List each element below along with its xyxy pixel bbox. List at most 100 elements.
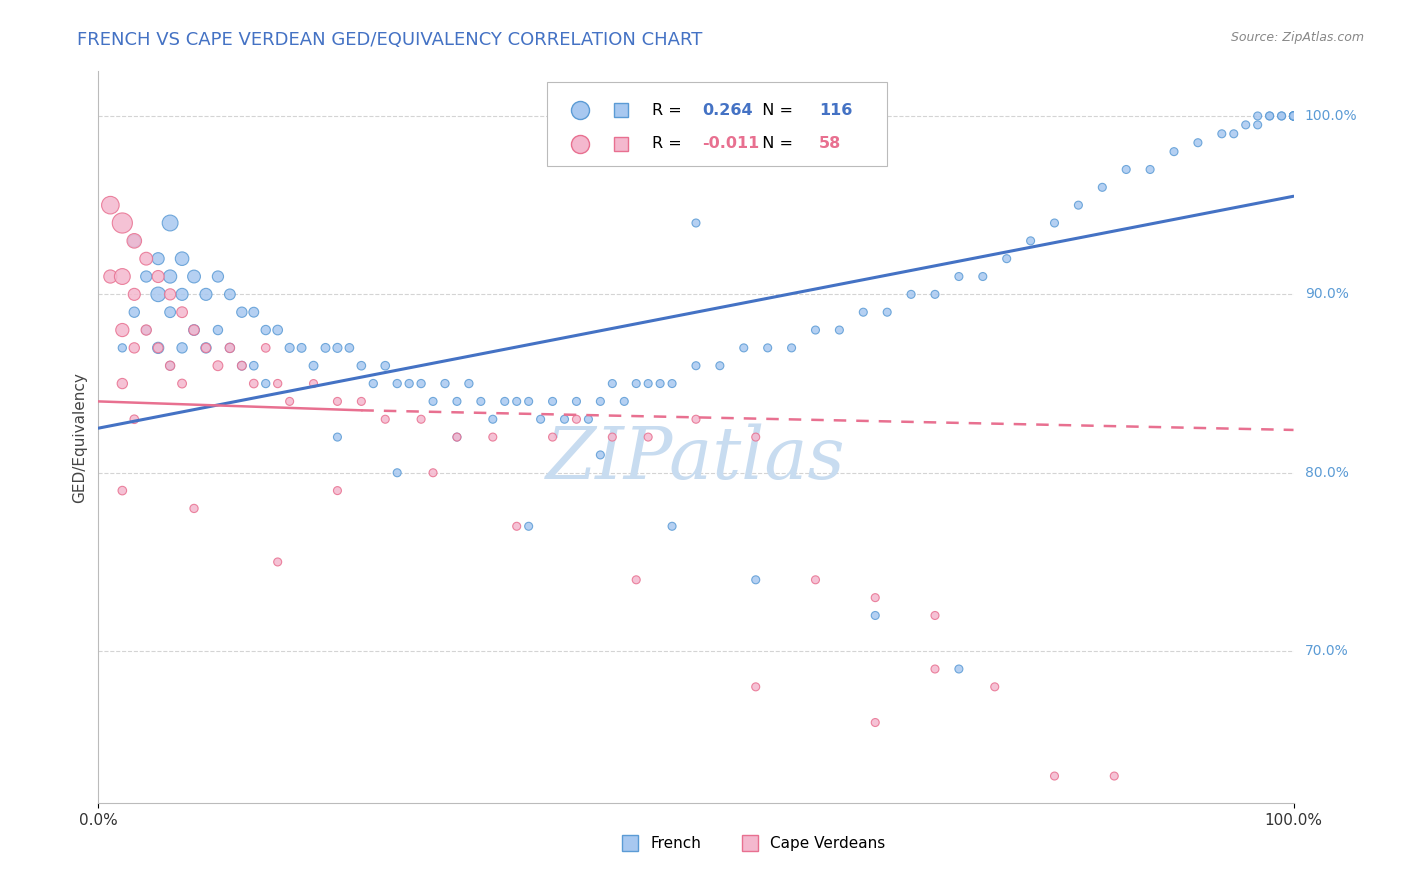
Point [1282,109,1305,123]
Point [111,216,134,230]
Point [124,341,146,355]
Point [565,412,588,426]
Text: 90.0%: 90.0% [1305,287,1348,301]
Point [1282,109,1305,123]
Point [374,359,396,373]
Point [243,305,266,319]
Point [183,501,205,516]
Text: Source: ZipAtlas.com: Source: ZipAtlas.com [1230,31,1364,45]
Point [745,680,768,694]
Point [398,376,420,391]
Point [243,359,266,373]
Point [865,715,887,730]
Point [1282,109,1305,123]
Text: N =: N = [752,136,799,152]
Point [876,305,898,319]
Point [506,519,529,533]
Point [124,305,146,319]
Point [1271,109,1294,123]
Point [924,287,946,301]
Point [780,341,803,355]
Point [685,412,707,426]
Point [302,359,325,373]
Point [148,341,170,355]
Point [148,269,170,284]
Text: French: French [651,836,702,851]
Point [972,269,994,284]
Point [385,858,409,872]
Point [900,287,922,301]
Point [661,519,683,533]
Point [924,608,946,623]
Point [1282,109,1305,123]
Point [1091,180,1114,194]
Text: 0.264: 0.264 [702,103,752,118]
Point [685,359,707,373]
Point [458,376,481,391]
Point [602,430,624,444]
Point [1282,109,1305,123]
Point [172,341,194,355]
Point [243,376,266,391]
Point [302,376,325,391]
Point [183,269,205,284]
Point [254,323,277,337]
Point [1067,198,1090,212]
Point [195,341,218,355]
Point [267,555,290,569]
Text: 58: 58 [820,136,841,152]
Point [172,376,194,391]
Point [219,287,242,301]
Text: N =: N = [752,103,799,118]
Point [219,341,242,355]
Point [254,341,277,355]
Point [1282,109,1305,123]
Point [1247,109,1270,123]
Point [1139,162,1161,177]
Point [517,519,540,533]
Point [541,394,564,409]
Point [111,269,134,284]
Point [219,341,242,355]
Point [494,394,516,409]
Point [195,287,218,301]
Point [231,359,253,373]
Point [291,341,314,355]
Point [446,430,468,444]
Point [1234,118,1257,132]
Point [1258,109,1281,123]
Point [685,216,707,230]
Point [124,234,146,248]
Point [506,394,529,409]
Point [804,323,827,337]
Point [135,252,157,266]
Text: R =: R = [652,103,686,118]
Point [470,394,492,409]
Point [363,376,385,391]
Point [98,198,122,212]
Point [231,305,253,319]
Point [159,216,181,230]
Point [1043,769,1066,783]
Point [172,252,194,266]
Point [422,466,444,480]
Point [411,376,433,391]
Point [411,412,433,426]
Point [446,394,468,409]
Point [637,376,659,391]
Point [1104,769,1126,783]
Text: 116: 116 [820,103,852,118]
Point [1247,118,1270,132]
Point [1258,109,1281,123]
Point [602,376,624,391]
Point [709,359,731,373]
Text: 80.0%: 80.0% [1305,466,1348,480]
Text: 100.0%: 100.0% [1305,109,1357,123]
Text: FRENCH VS CAPE VERDEAN GED/EQUIVALENCY CORRELATION CHART: FRENCH VS CAPE VERDEAN GED/EQUIVALENCY C… [77,31,703,49]
Point [924,662,946,676]
Point [207,359,229,373]
Point [326,430,349,444]
Point [865,591,887,605]
Point [1115,162,1137,177]
Point [804,573,827,587]
